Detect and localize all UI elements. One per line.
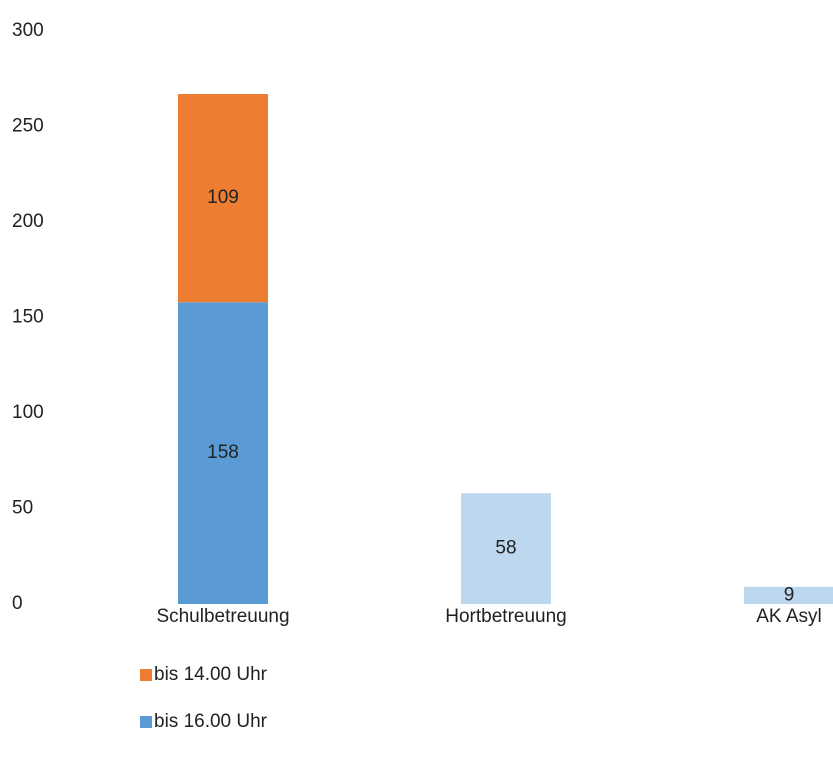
bar-segment xyxy=(178,302,268,604)
x-tick-label: Hortbetreuung xyxy=(445,606,566,627)
data-label: 109 xyxy=(207,187,239,208)
legend-label: bis 16.00 Uhr xyxy=(154,711,268,732)
legend-swatch xyxy=(140,716,152,728)
bar-segment xyxy=(178,94,268,303)
bar-segment xyxy=(461,493,551,604)
legend-label: bis 14.00 Uhr xyxy=(154,664,268,685)
legend-swatch xyxy=(140,669,152,681)
data-label: 158 xyxy=(207,442,239,463)
y-tick-label: 100 xyxy=(12,402,44,423)
y-tick-label: 200 xyxy=(12,211,44,232)
data-label: 9 xyxy=(784,584,795,605)
bar-segment xyxy=(744,586,833,604)
y-tick-label: 50 xyxy=(12,498,33,519)
y-tick-label: 300 xyxy=(12,20,44,41)
y-tick-label: 150 xyxy=(12,307,44,328)
data-label: 58 xyxy=(495,538,516,559)
y-tick-label: 250 xyxy=(12,116,44,137)
y-tick-label: 0 xyxy=(12,593,23,614)
x-tick-label: Schulbetreuung xyxy=(156,606,289,627)
x-tick-label: AK Asyl xyxy=(756,606,821,627)
